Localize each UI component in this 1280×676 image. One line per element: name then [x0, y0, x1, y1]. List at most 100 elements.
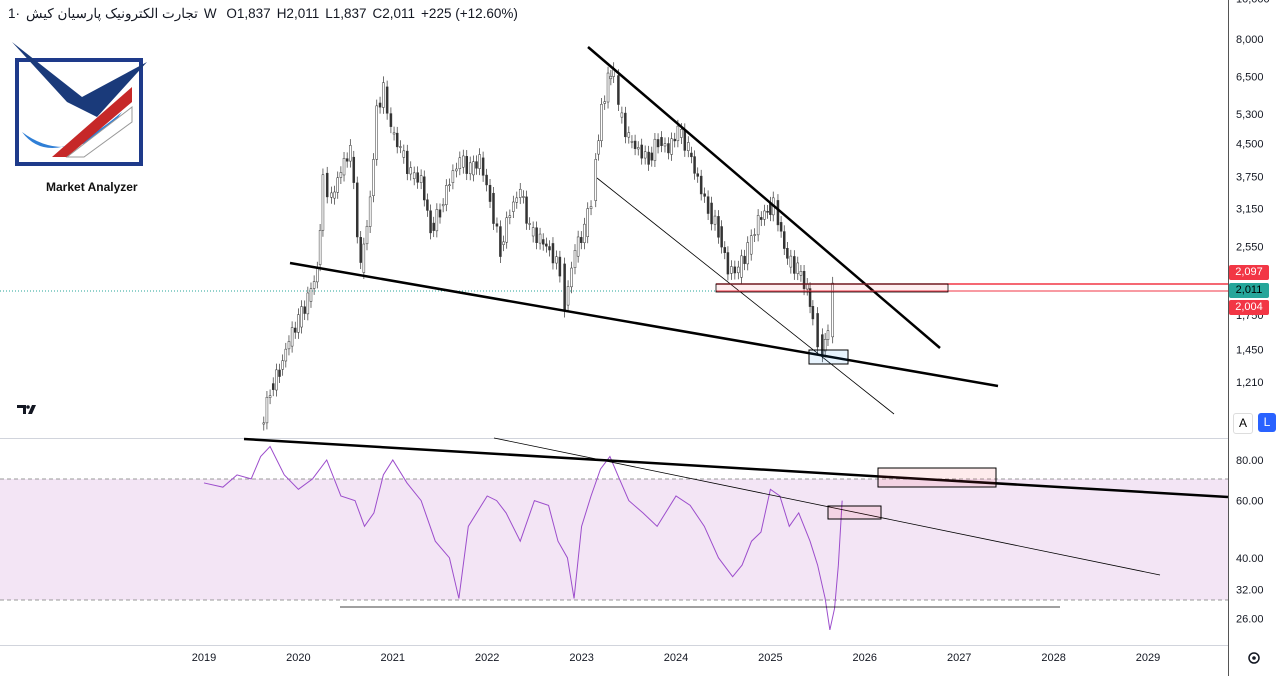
candle-body — [583, 223, 586, 243]
candle-body — [372, 159, 375, 196]
candle-body — [419, 175, 423, 183]
candle-body — [297, 314, 300, 333]
time-tick-label: 2021 — [381, 652, 405, 664]
candle-body — [630, 141, 634, 143]
interval[interactable]: 1W — [8, 6, 217, 21]
settings-gear-icon[interactable] — [1248, 652, 1260, 664]
symbol-header[interactable]: تجارت الکترونیک پارسیان کیش·1W O1,837 H2,… — [8, 6, 518, 21]
time-tick-label: 2020 — [286, 652, 310, 664]
candle-body — [823, 339, 827, 352]
candle-body — [594, 159, 598, 201]
candle-body — [385, 86, 389, 114]
auto-scale-button[interactable]: A — [1233, 413, 1253, 434]
candle-body — [726, 252, 730, 275]
price-axis[interactable]: 10,000 8,000 6,500 5,300 4,500 3,750 3,150 2,55… — [1236, 0, 1270, 389]
candle-body — [624, 112, 627, 138]
candle-body — [426, 199, 429, 211]
candle-body — [720, 226, 723, 248]
candle-body — [441, 204, 445, 207]
candle-body — [518, 188, 522, 198]
candle-body — [451, 170, 455, 183]
candle-body — [713, 215, 717, 225]
candle-body — [262, 422, 266, 425]
zone-box — [715, 283, 949, 293]
candle-body — [508, 215, 512, 218]
candle-body — [365, 225, 369, 245]
candle-body — [290, 327, 294, 347]
candles — [262, 62, 834, 431]
rsi-tick-label: 40.00 — [1236, 553, 1264, 565]
candle-body — [743, 255, 746, 264]
candle-body — [478, 154, 481, 169]
candle-body — [653, 138, 657, 161]
candle-body — [802, 271, 806, 289]
tradingview-logo[interactable] — [17, 405, 36, 414]
price-tick-label: 3,150 — [1236, 203, 1264, 215]
candle-body — [589, 206, 593, 209]
time-axis[interactable]: 2019 2020 2021 2022 2023 2024 2025 2026 2027 2028… — [192, 652, 1160, 664]
candle-body — [746, 242, 749, 265]
candle-body — [359, 237, 362, 263]
rsi-trendline-2 — [493, 437, 1161, 576]
symbol-name[interactable]: تجارت الکترونیک پارسیان کیش — [26, 6, 198, 21]
time-tick-label: 2027 — [947, 652, 971, 664]
candle-body — [753, 234, 756, 236]
candle-body — [505, 217, 508, 243]
candle-body — [760, 217, 763, 220]
candle-body — [294, 327, 297, 333]
candle-body — [445, 185, 448, 205]
candle-body — [435, 209, 439, 232]
candle-body — [627, 132, 631, 138]
candle-body — [316, 267, 319, 283]
candle-body — [683, 129, 687, 151]
candle-body — [392, 132, 396, 135]
candle-body — [636, 147, 640, 150]
candle-body — [609, 75, 613, 80]
candle-body — [660, 137, 663, 146]
candle-body — [782, 231, 786, 249]
candle-body — [278, 369, 281, 377]
candle-body — [690, 152, 693, 158]
rsi-axis[interactable]: 80.00 60.00 40.00 32.00 26.00 — [1236, 455, 1264, 626]
candle-body — [499, 226, 502, 257]
candle-body — [345, 158, 349, 162]
candle-body — [606, 72, 610, 103]
candle-body — [502, 241, 505, 245]
price-tick-label: 8,000 — [1236, 34, 1264, 46]
candle-body — [333, 191, 336, 199]
candle-body — [670, 138, 673, 155]
candle-body — [733, 266, 737, 274]
candle-body — [687, 142, 690, 151]
candle-body — [352, 156, 356, 183]
rsi-tick-label: 32.00 — [1236, 584, 1264, 596]
candle-body — [558, 256, 562, 277]
price-tag-upper: 2,097 — [1229, 265, 1269, 280]
rsi-tick-label: 26.00 — [1236, 614, 1264, 626]
candle-body — [481, 157, 485, 176]
price-tick-label: 3,750 — [1236, 172, 1264, 184]
candle-body — [399, 146, 402, 148]
candle-body — [548, 246, 551, 251]
ohlc-close: C2,011 — [372, 6, 416, 21]
candle-body — [693, 156, 696, 174]
candle-body — [309, 288, 313, 302]
candle-body — [271, 383, 275, 390]
candle-body — [522, 196, 525, 198]
candle-body — [312, 281, 316, 289]
candle-body — [723, 247, 727, 253]
time-tick-label: 2019 — [192, 652, 216, 664]
candle-body — [531, 227, 535, 237]
candle-body — [749, 235, 753, 255]
candle-body — [603, 101, 606, 104]
candle-body — [472, 161, 475, 176]
candle-body — [710, 202, 713, 225]
candle-body — [831, 282, 834, 338]
candle-body — [268, 395, 272, 398]
candle-body — [663, 143, 667, 147]
candle-body — [492, 192, 495, 224]
log-scale-button[interactable]: L — [1258, 413, 1276, 432]
candle-body — [495, 223, 499, 227]
time-tick-label: 2029 — [1136, 652, 1160, 664]
price-tick-label: 4,500 — [1236, 139, 1264, 151]
